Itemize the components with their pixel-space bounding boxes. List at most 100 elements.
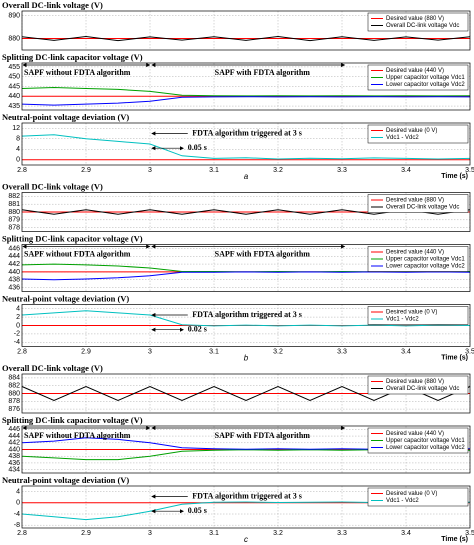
y-tick-label: 890 xyxy=(8,12,20,19)
annotation: SAPF without FDTA algorithm xyxy=(24,431,131,440)
legend-label: Desired value (440 V) xyxy=(386,431,444,437)
annotation: 0.05 s xyxy=(188,506,207,515)
x-tick-label: 3.2 xyxy=(273,530,283,537)
annotation: 0.02 s xyxy=(188,325,207,334)
legend-label: Vdc1 - Vdc2 xyxy=(386,498,419,504)
y-tick-label: -4 xyxy=(14,511,20,518)
y-tick-label: 444 xyxy=(8,433,20,440)
annotation: SAPF with FDTA algorithm xyxy=(215,68,311,77)
legend-box xyxy=(367,487,469,507)
x-tick-label: 3.1 xyxy=(209,348,219,355)
legend-box xyxy=(367,12,469,32)
y-tick-label: 879 xyxy=(8,217,20,224)
legend-label: Desired value (880 V) xyxy=(386,16,444,22)
y-tick-label: 442 xyxy=(8,261,20,268)
legend-label: Desired value (440 V) xyxy=(386,250,444,256)
legend-label: Overall DC-link voltage Vdc xyxy=(386,386,459,392)
series-line xyxy=(21,271,471,281)
y-tick-label: 4 xyxy=(16,146,20,153)
x-tick-label: 3.1 xyxy=(209,530,219,537)
y-tick-label: 434 xyxy=(8,466,20,473)
x-tick-label: 3.4 xyxy=(401,348,411,355)
legend-box xyxy=(367,194,469,213)
panel-label: b xyxy=(244,354,249,363)
axes-frame xyxy=(21,192,471,232)
x-tick-label: 3 xyxy=(148,530,152,537)
subplot-title: Overall DC-link voltage (V) xyxy=(2,363,103,373)
legend-box xyxy=(367,427,469,454)
x-tick-label: 3.2 xyxy=(273,348,283,355)
series-line xyxy=(21,134,471,160)
subplot-title: Overall DC-link voltage (V) xyxy=(2,0,103,10)
legend-label: Overall DC-link voltage Vdc xyxy=(386,23,459,29)
legend-label: Lower capacitor voltage Vdc2 xyxy=(386,264,465,270)
legend-label: Upper capacitor voltage Vdc1 xyxy=(386,257,465,263)
series-line xyxy=(21,310,471,327)
legend-box xyxy=(367,64,469,91)
legend-label: Lower capacitor voltage Vdc2 xyxy=(386,82,465,88)
x-tick-label: 3.3 xyxy=(337,530,347,537)
legend-label: Lower capacitor voltage Vdc2 xyxy=(386,445,465,451)
y-tick-label: 440 xyxy=(8,93,20,100)
x-tick-label: 3.5 xyxy=(465,348,474,355)
legend-label: Upper capacitor voltage Vdc1 xyxy=(386,75,465,81)
y-tick-label: 876 xyxy=(8,406,20,413)
legend-box xyxy=(367,246,469,272)
y-tick-label: 440 xyxy=(8,446,20,453)
y-tick-label: 0 xyxy=(16,500,20,507)
legend-label: Upper capacitor voltage Vdc1 xyxy=(386,438,465,444)
legend-label: Vdc1 - Vdc2 xyxy=(386,317,419,323)
x-tick-label: 3 xyxy=(148,167,152,174)
axes-frame xyxy=(21,304,471,347)
y-tick-label: 455 xyxy=(8,64,20,71)
x-axis-label: Time (s) xyxy=(441,173,468,180)
y-tick-label: 0 xyxy=(16,157,20,164)
x-tick-label: 2.8 xyxy=(17,167,27,174)
subplot-title: Neutral-point voltage deviation (V) xyxy=(2,112,129,122)
x-tick-label: 3.5 xyxy=(465,530,474,537)
annotation: 0.05 s xyxy=(188,143,207,152)
legend-box xyxy=(367,306,469,325)
subplot-title: Splitting DC-link capacitor voltage (V) xyxy=(2,233,143,243)
y-tick-label: 12 xyxy=(12,125,20,132)
series-line xyxy=(21,35,471,42)
legend-label: Desired value (440 V) xyxy=(386,68,444,74)
y-tick-label: -2 xyxy=(14,331,20,338)
x-tick-label: 3.5 xyxy=(465,167,474,174)
y-tick-label: 435 xyxy=(8,103,20,110)
y-tick-label: 878 xyxy=(8,224,20,231)
legend-label: Vdc1 - Vdc2 xyxy=(386,135,419,141)
y-tick-label: 8 xyxy=(16,136,20,143)
panel-label: a xyxy=(244,172,249,181)
y-tick-label: 884 xyxy=(8,375,20,382)
x-tick-label: 2.8 xyxy=(17,530,27,537)
x-tick-label: 2.9 xyxy=(81,530,91,537)
y-tick-label: 438 xyxy=(8,277,20,284)
annotation: SAPF with FDTA algorithm xyxy=(215,249,311,258)
y-tick-label: 436 xyxy=(8,284,20,291)
x-tick-label: 3.4 xyxy=(401,167,411,174)
legend-box xyxy=(367,124,469,144)
y-tick-label: 4 xyxy=(16,306,20,313)
legend-box xyxy=(367,375,469,395)
y-tick-label: 446 xyxy=(8,426,20,433)
y-tick-label: 446 xyxy=(8,245,20,252)
y-tick-label: 444 xyxy=(8,253,20,260)
annotation: FDTA algorithm triggered at 3 s xyxy=(192,310,302,319)
y-tick-label: -4 xyxy=(14,339,20,346)
axes-frame xyxy=(21,10,471,51)
subplot-title: Splitting DC-link capacitor voltage (V) xyxy=(2,52,143,62)
annotation: SAPF with FDTA algorithm xyxy=(215,431,311,440)
y-tick-label: 450 xyxy=(8,74,20,81)
subplot-title: Neutral-point voltage deviation (V) xyxy=(2,293,129,303)
x-tick-label: 3.1 xyxy=(209,167,219,174)
annotation: SAPF without FDTA algorithm xyxy=(24,249,131,258)
y-tick-label: 4 xyxy=(16,488,20,495)
y-tick-label: 440 xyxy=(8,269,20,276)
y-tick-label: 0 xyxy=(16,322,20,329)
legend-label: Desired value (880 V) xyxy=(386,198,444,204)
subplot-title: Splitting DC-link capacitor voltage (V) xyxy=(2,415,143,425)
y-tick-label: 882 xyxy=(8,193,20,200)
y-tick-label: 878 xyxy=(8,398,20,405)
